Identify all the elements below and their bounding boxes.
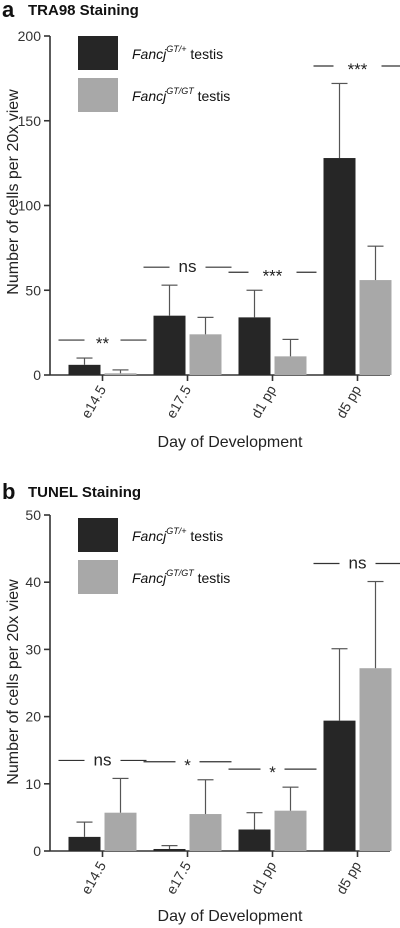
panel-b-sig-label: * [269, 763, 276, 782]
panel-b-bar [323, 720, 356, 851]
panel-a-xlabel: Day of Development [158, 434, 304, 451]
panel-a-bar [189, 334, 222, 375]
panel-a-sig-label: ns [179, 257, 197, 276]
panel-a-y-tick-label: 100 [18, 198, 42, 214]
panel-a-y-tick-label: 150 [18, 113, 42, 129]
panel-a-bar [153, 315, 186, 375]
panel-a-bar [359, 280, 392, 375]
panel-b-bar [238, 829, 271, 851]
panel-a-sig-label: *** [263, 266, 283, 285]
panel-a-legend-label: FancjGT/GT testis [132, 86, 230, 104]
panel-a-bar [323, 158, 356, 375]
panel-a-ylabel: Number of cells per 20x view [5, 89, 22, 295]
panel-a-x-tick-label: e14.5 [78, 382, 109, 421]
panel-b-bar [189, 814, 222, 851]
panel-b-y-tick-label: 10 [25, 776, 41, 792]
panel-a-y-tick-label: 0 [33, 367, 41, 383]
panel-a-legend-swatch [78, 36, 118, 70]
panel-a-sig-label: *** [348, 60, 368, 79]
panel-a-letter: a [2, 0, 15, 22]
panel-a-x-tick-label: e17.5 [163, 382, 194, 421]
panel-b-bar [274, 810, 307, 851]
panel-b-sig-label: ns [349, 554, 367, 573]
panel-b-legend-swatch [78, 518, 118, 552]
panel-b-bar [104, 812, 137, 851]
panel-b-y-tick-label: 40 [25, 574, 41, 590]
panel-b-bar [153, 848, 186, 851]
panel-a-legend-swatch [78, 78, 118, 112]
panel-a-x-tick-label: d1 pp [248, 382, 279, 421]
panel-a-y-tick-label: 200 [18, 28, 42, 44]
panel-b-y-tick-label: 0 [33, 843, 41, 859]
panel-a-legend-label: FancjGT/+ testis [132, 44, 223, 62]
panel-b-x-tick-label: d5 pp [333, 858, 364, 897]
panel-b-bar [68, 836, 101, 851]
panel-a-sig-label: ** [96, 334, 110, 353]
panel-b-legend-swatch [78, 560, 118, 594]
panel-b-y-tick-label: 20 [25, 709, 41, 725]
panel-b-legend-label: FancjGT/GT testis [132, 568, 230, 586]
panel-b-y-tick-label: 30 [25, 641, 41, 657]
panel-b-sig-label: ns [94, 750, 112, 769]
panel-a-title: TRA98 Staining [28, 2, 139, 19]
panel-b-x-tick-label: d1 pp [248, 858, 279, 897]
panel-a-plot: 0 50 100 150 200 e14.5 ** e17.5 ns d1 pp *** d5 pp *… [18, 28, 400, 421]
panel-b-xlabel: Day of Development [158, 908, 304, 925]
panel-b-ylabel: Number of cells per 20x view [5, 579, 22, 785]
panel-a-bar [68, 364, 101, 375]
panel-b-x-tick-label: e17.5 [163, 858, 194, 897]
panel-b-plot: 0 10 20 30 40 50 e14.5 ns e17.5 * d1 pp * d5 pp ns Fan… [25, 507, 400, 897]
panel-b-legend-label: FancjGT/+ testis [132, 526, 223, 544]
panel-a-bar [238, 317, 271, 375]
panel-b-x-tick-label: e14.5 [78, 858, 109, 897]
panel-a-bar [104, 373, 137, 375]
panel-a-bar [274, 356, 307, 375]
panel-b-letter: b [2, 479, 15, 504]
panel-b-y-tick-label: 50 [25, 507, 41, 523]
panel-a-x-tick-label: d5 pp [333, 382, 364, 421]
panel-b-sig-label: * [184, 756, 191, 775]
panel-a-y-tick-label: 50 [25, 282, 41, 298]
panel-b-bar [359, 668, 392, 851]
panel-b-title: TUNEL Staining [28, 484, 141, 501]
